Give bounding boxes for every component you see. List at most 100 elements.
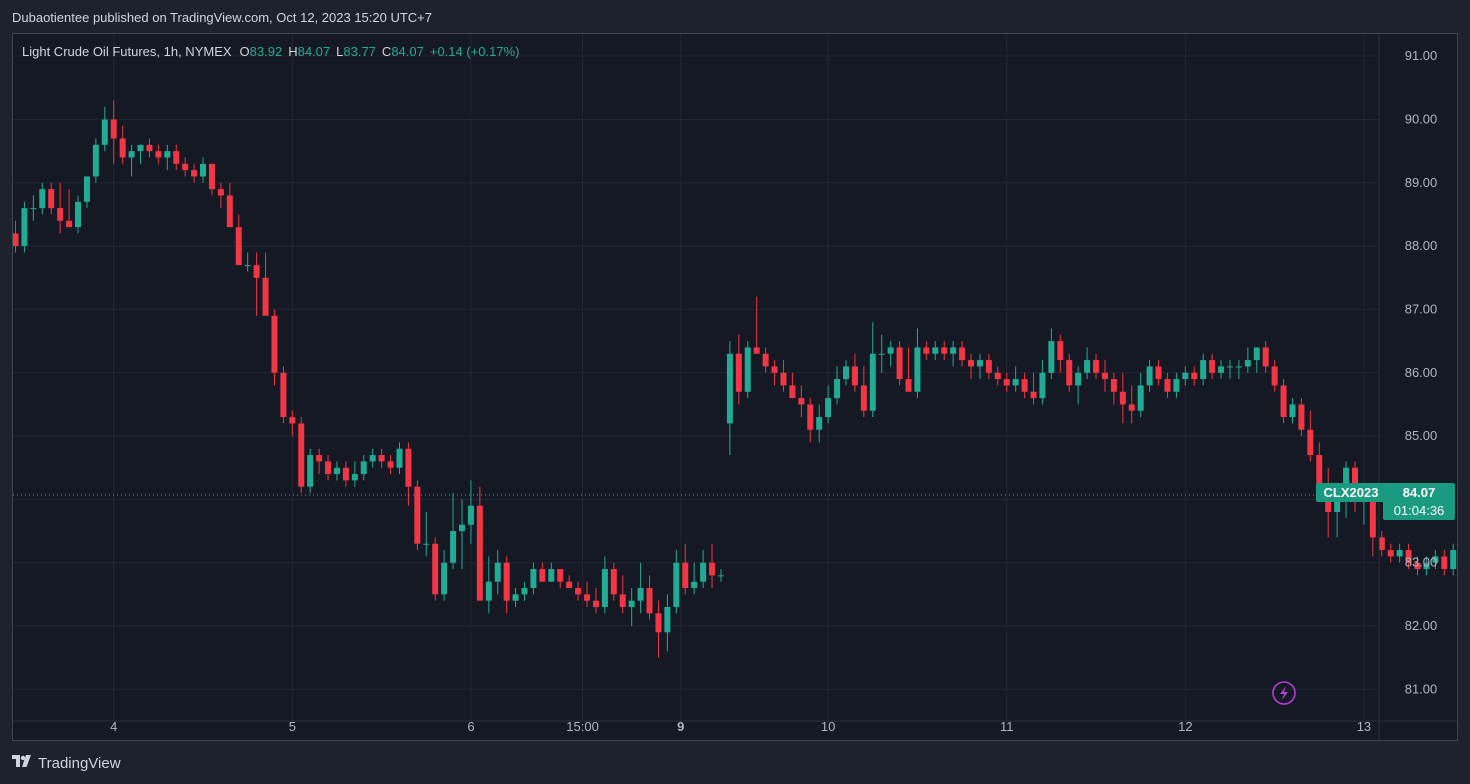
- candle-body: [1441, 556, 1448, 570]
- candle: [217, 182, 224, 209]
- candle: [1110, 372, 1117, 405]
- candle: [1280, 379, 1287, 424]
- candle-body: [476, 505, 483, 601]
- candle: [628, 588, 635, 627]
- candle-body: [262, 277, 269, 316]
- candle: [726, 341, 733, 456]
- candle-body: [110, 119, 117, 139]
- candle: [423, 512, 430, 557]
- candle-body: [1334, 493, 1341, 513]
- price-tag-bg: [1383, 483, 1455, 520]
- candle: [959, 341, 966, 367]
- candle-body: [155, 151, 162, 158]
- candle-body: [503, 562, 510, 601]
- candle-body: [494, 562, 501, 582]
- tradingview-brand[interactable]: TradingView: [38, 754, 121, 772]
- candle-body: [985, 360, 992, 373]
- candle: [342, 461, 349, 487]
- candle: [128, 144, 135, 177]
- candle: [1396, 543, 1403, 563]
- candle-body: [860, 385, 867, 411]
- candle: [896, 341, 903, 386]
- x-tick-label: 12: [1178, 719, 1192, 734]
- candle-body: [521, 588, 528, 595]
- candle-body: [405, 448, 412, 487]
- candle: [923, 341, 930, 361]
- candle-body: [771, 366, 778, 373]
- candle: [164, 144, 171, 171]
- chart-frame[interactable]: 91.0090.0089.0088.0087.0086.0085.0084.00…: [12, 33, 1458, 741]
- candle-body: [530, 569, 537, 589]
- candle-body: [1209, 360, 1216, 373]
- candle-body: [1128, 404, 1135, 411]
- candle: [548, 562, 555, 582]
- legend-low-label: L: [336, 44, 344, 59]
- candle: [592, 588, 599, 614]
- candle: [798, 385, 805, 418]
- candle-body: [566, 581, 573, 589]
- candle: [1048, 328, 1055, 380]
- candle: [1253, 347, 1260, 373]
- candle-body: [351, 474, 358, 481]
- candle-body: [1423, 562, 1430, 570]
- candle: [173, 144, 180, 171]
- candlestick-chart[interactable]: 91.0090.0089.0088.0087.0086.0085.0084.00…: [13, 34, 1457, 740]
- candle-body: [1003, 379, 1010, 386]
- time-axis[interactable]: 4 5 6 15:00 9 10 11 12 13: [13, 719, 1457, 734]
- candle-body: [807, 404, 814, 430]
- candle: [325, 455, 332, 481]
- candle: [1137, 372, 1144, 418]
- y-tick-label: 89.00: [1405, 175, 1438, 190]
- candle: [1235, 360, 1242, 380]
- candle-body: [1218, 366, 1225, 373]
- candle-body: [575, 588, 582, 595]
- candle-body: [1378, 537, 1385, 551]
- candle: [1173, 372, 1180, 399]
- candle: [396, 442, 403, 475]
- candle: [851, 353, 858, 392]
- candle: [262, 252, 269, 316]
- candle: [1182, 366, 1189, 386]
- candle-body: [226, 195, 233, 228]
- candle-body: [235, 227, 242, 266]
- candle: [637, 562, 644, 614]
- candle: [950, 341, 957, 367]
- candle: [1075, 366, 1082, 405]
- candle-body: [1405, 550, 1412, 563]
- tradingview-logo-icon[interactable]: [12, 754, 34, 772]
- candle: [735, 334, 742, 405]
- candle-body: [137, 144, 144, 152]
- candle-body: [387, 461, 394, 468]
- legend-close-value: 84.07: [391, 44, 424, 59]
- candle-body: [1244, 360, 1251, 367]
- candle: [1378, 531, 1385, 557]
- chart-legend: Light Crude Oil Futures, 1h, NYMEX O 83.9…: [22, 44, 525, 59]
- candle-body: [1182, 372, 1189, 380]
- candle-body: [396, 448, 403, 468]
- candle: [235, 214, 242, 266]
- candle-body: [1414, 562, 1421, 570]
- candle: [333, 461, 340, 481]
- candle-body: [673, 562, 680, 608]
- candle: [1191, 366, 1198, 386]
- candle: [1226, 360, 1233, 380]
- candle-body: [619, 594, 626, 608]
- candle: [673, 550, 680, 614]
- candle: [66, 189, 73, 228]
- candle-body: [316, 455, 323, 462]
- y-tick-label: 87.00: [1405, 301, 1438, 316]
- candle-body: [307, 455, 314, 487]
- candle-body: [1289, 404, 1296, 418]
- candle-body: [709, 562, 716, 576]
- candle-body: [57, 208, 64, 221]
- candle-body: [101, 119, 108, 145]
- candle: [744, 341, 751, 399]
- candle-body: [92, 144, 99, 177]
- price-axis[interactable]: 91.0090.0089.0088.0087.0086.0085.0084.00…: [1378, 34, 1438, 740]
- candle: [182, 157, 189, 177]
- candle-body: [512, 594, 519, 601]
- candle-body: [825, 398, 832, 418]
- candle-body: [968, 360, 975, 367]
- lightning-icon[interactable]: [1272, 681, 1296, 705]
- candle-body: [30, 208, 37, 210]
